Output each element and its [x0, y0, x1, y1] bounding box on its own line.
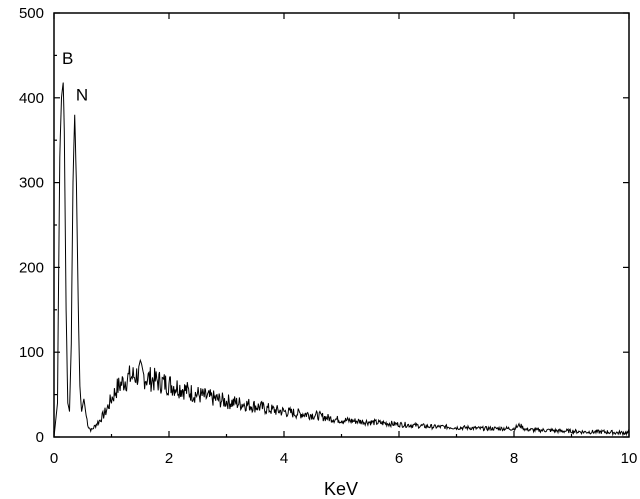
x-tick-label: 10 [621, 450, 638, 467]
x-tick-label: 8 [510, 450, 518, 467]
y-tick-label: 300 [19, 175, 44, 192]
axis-ticks [53, 12, 630, 438]
y-tick-label: 200 [19, 259, 44, 276]
plot-frame [53, 12, 630, 438]
peak-label-n: N [76, 85, 88, 104]
x-tick-label: 6 [395, 450, 403, 467]
y-tick-label: 100 [19, 344, 44, 361]
x-tick-label: 0 [50, 450, 58, 467]
spectrum-line [53, 82, 630, 438]
y-tick-label: 500 [19, 5, 44, 22]
x-tick-label: 4 [280, 450, 288, 467]
y-tick-label: 400 [19, 90, 44, 107]
peak-label-b: B [62, 49, 73, 68]
y-tick-label: 0 [36, 429, 44, 446]
x-axis-title: KeV [324, 479, 358, 499]
x-tick-label: 2 [165, 450, 173, 467]
peak-annotations: BN [62, 49, 88, 104]
